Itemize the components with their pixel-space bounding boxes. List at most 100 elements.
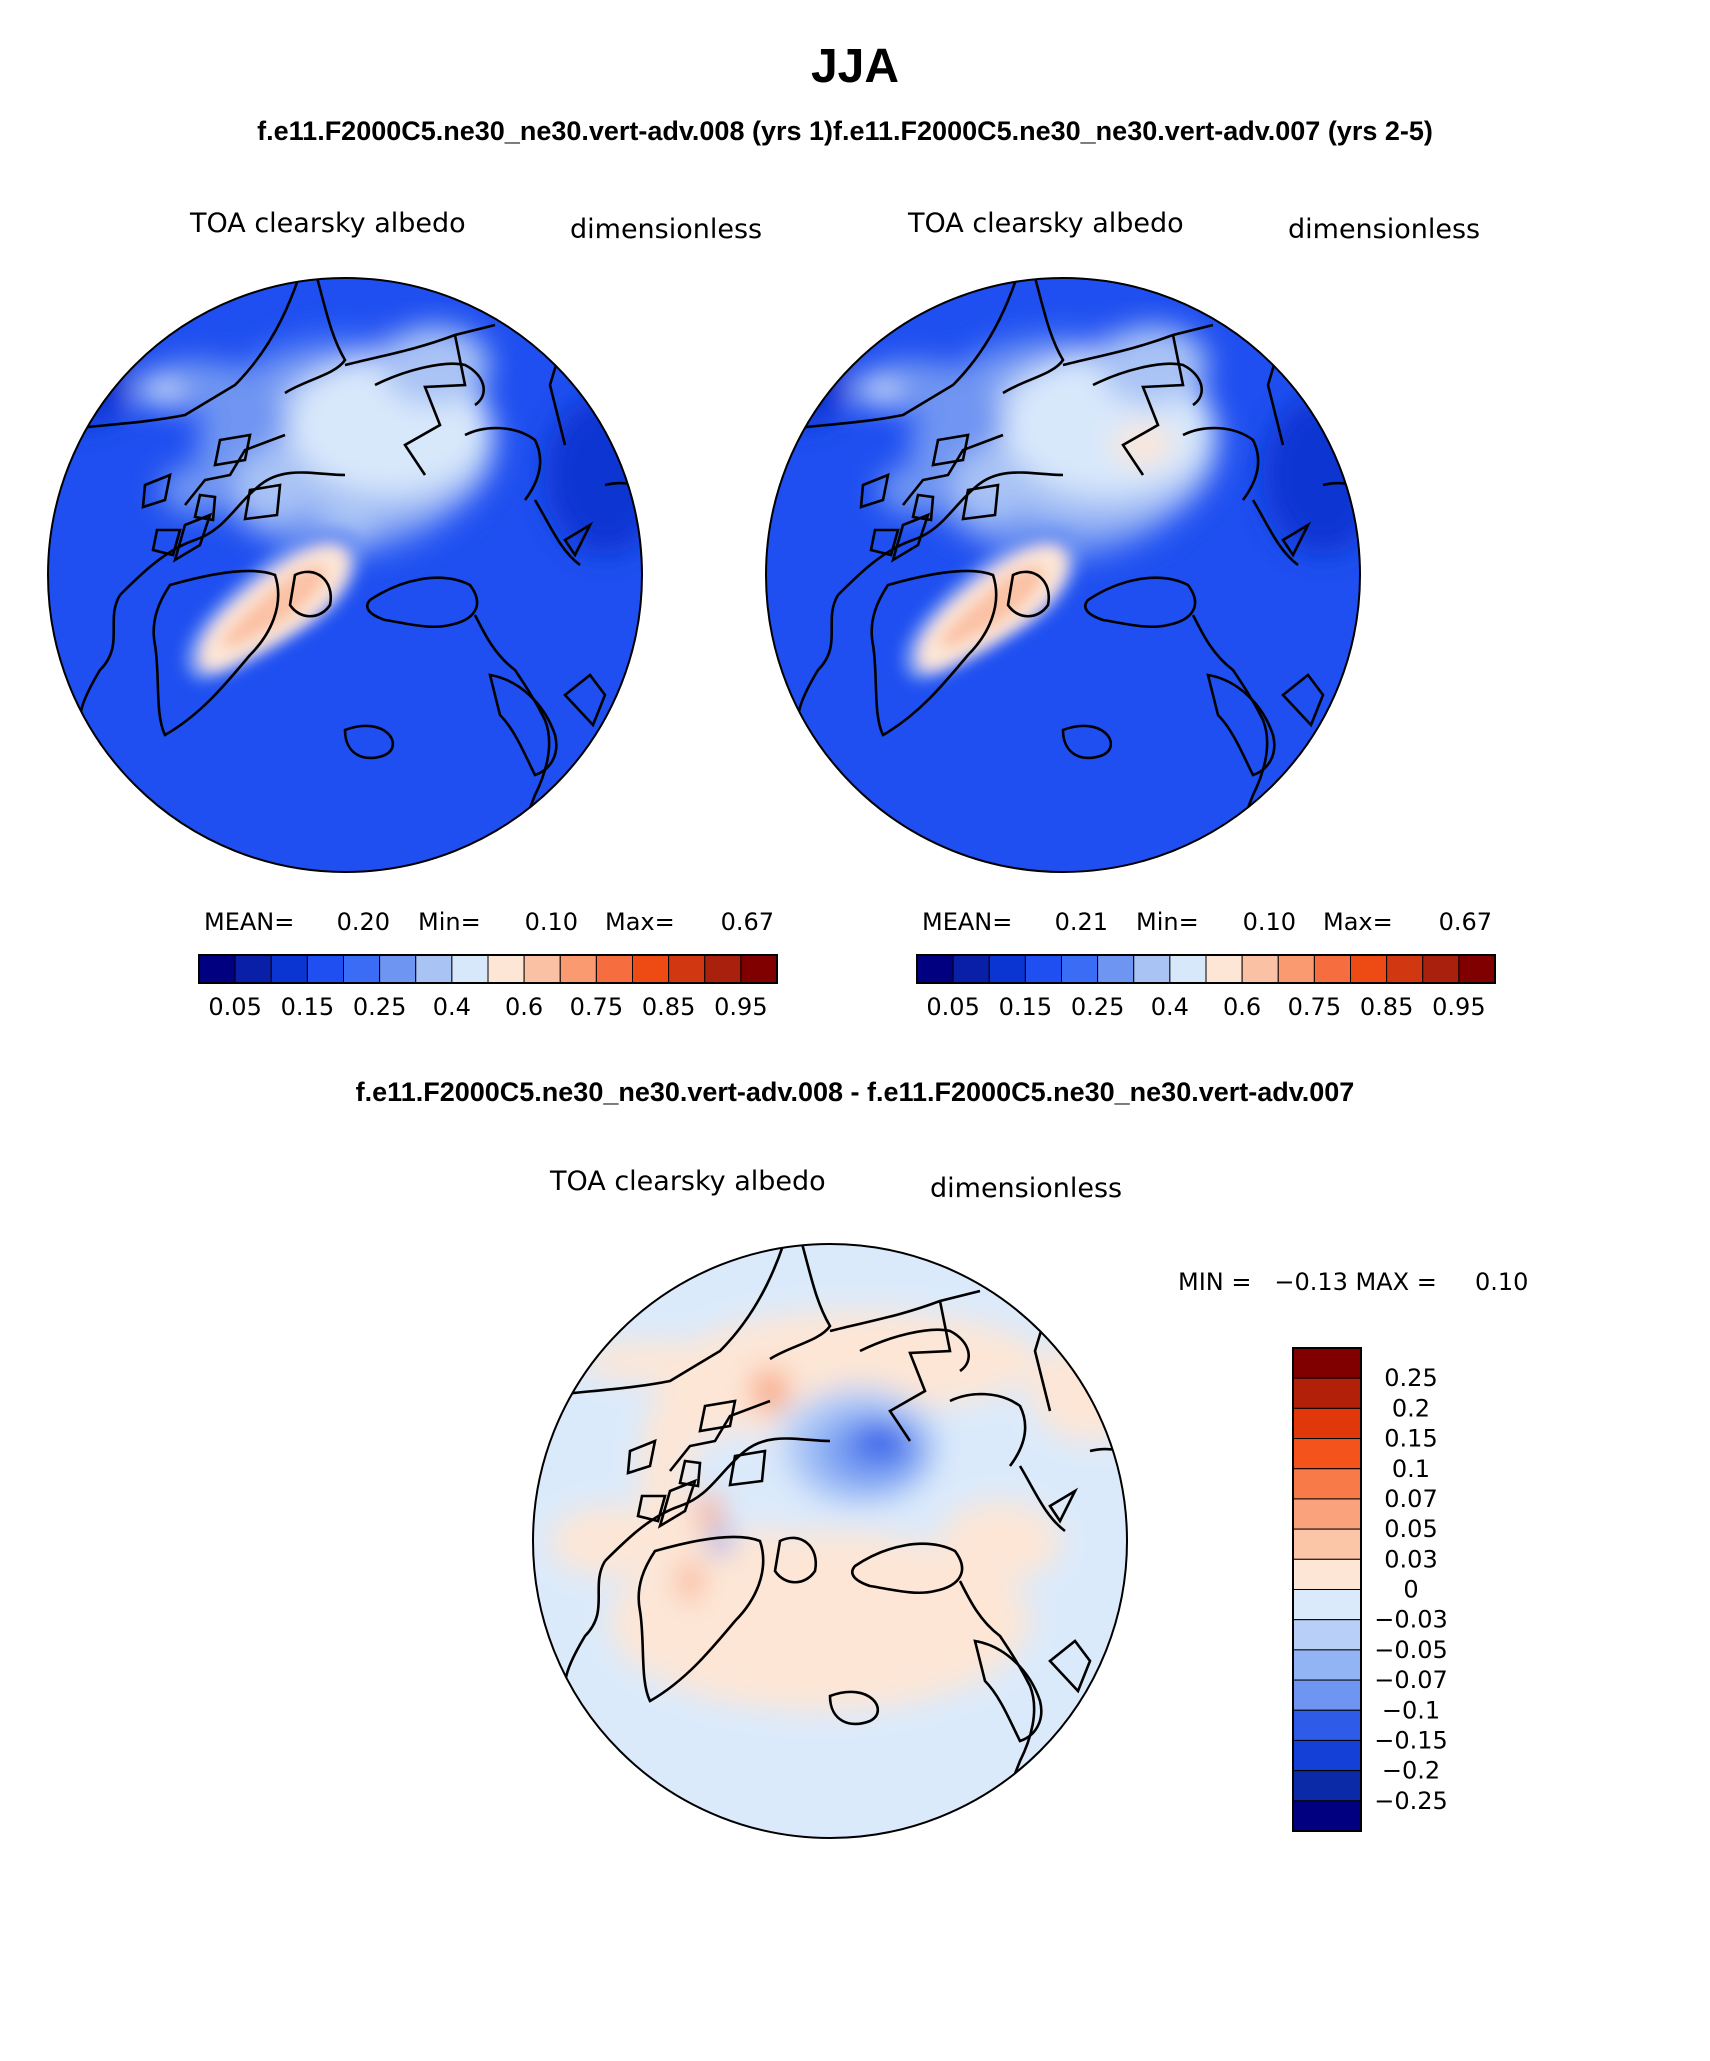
panel-c-colorbar-tick-label: −0.2 (1382, 1757, 1440, 1785)
panel-a-min: 0.10 (525, 908, 578, 936)
panel-b-colorbar-tick-label: 0.15 (999, 993, 1052, 1021)
panel-c-colorbar-swatch (1292, 1589, 1362, 1621)
panel-b-colorbar-swatch (1313, 954, 1351, 984)
panel-b-colorbar-swatch (916, 954, 954, 984)
panel-b-colorbar-swatch (1277, 954, 1315, 984)
panel-c-colorbar-swatch (1292, 1347, 1362, 1379)
panel-a-mean-label: MEAN= (204, 908, 294, 936)
panel-b-colorbar-swatch (1422, 954, 1460, 984)
panel-b-mean: 0.21 (1055, 908, 1108, 936)
panel-c-colorbar-tick-label: 0.03 (1384, 1545, 1437, 1573)
panel-b-colorbar-tick-label: 0.95 (1432, 993, 1485, 1021)
panel-c-colorbar-swatch (1292, 1558, 1362, 1590)
panel-b-colorbar-swatch (1169, 954, 1207, 984)
panel-c-colorbar-swatch (1292, 1377, 1362, 1409)
diff-header: f.e11.F2000C5.ne30_ne30.vert-adv.008 - f… (356, 1077, 1355, 1107)
panel-c-colorbar-swatch (1292, 1468, 1362, 1500)
panel-b-colorbar-swatch (1205, 954, 1243, 984)
panel-c-colorbar-tick-label: −0.07 (1374, 1666, 1448, 1694)
panel-a-stats: MEAN= 0.20 Min= 0.10 Max= 0.67 (204, 908, 774, 936)
panel-c-colorbar-swatch (1292, 1800, 1362, 1832)
panel-a-colorbar-swatch (415, 954, 453, 984)
panel-c-units: dimensionless (930, 1173, 1122, 1204)
panel-a-colorbar-tick-label: 0.95 (714, 993, 767, 1021)
panel-a-colorbar: 0.05 0.15 0.25 0.4 0.6 0.75 0.85 0.95 (198, 954, 778, 1021)
panel-b-colorbar: 0.05 0.15 0.25 0.4 0.6 0.75 0.85 0.95 (916, 954, 1496, 1021)
panel-a-colorbar-swatch (523, 954, 561, 984)
panel-c-colorbar-swatch (1292, 1649, 1362, 1681)
panel-a: TOA clearsky albedo dimensionless (47, 208, 778, 1021)
panel-c-colorbar-swatch (1292, 1407, 1362, 1440)
panel-c-colorbar-tick-label: 0.25 (1384, 1364, 1437, 1392)
panel-c-colorbar-tick-label: 0.07 (1384, 1485, 1437, 1513)
panel-c-colorbar-swatch (1292, 1528, 1362, 1560)
panel-c-colorbar-swatch (1292, 1498, 1362, 1530)
panel-a-colorbar-swatch (270, 954, 308, 984)
panel-a-colorbar-swatch (740, 954, 778, 984)
panel-a-colorbar-tick-label: 0.25 (353, 993, 406, 1021)
panel-c-colorbar-swatch (1292, 1709, 1362, 1741)
panel-b-colorbar-tick-label: 0.85 (1360, 993, 1413, 1021)
panel-c-colorbar-tick-label: 0.1 (1392, 1455, 1430, 1483)
panel-b-max: 0.67 (1439, 908, 1492, 936)
panel-a-colorbar-swatch (559, 954, 597, 984)
panel-a-colorbar-swatch (343, 954, 381, 984)
panel-a-colorbar-swatch (487, 954, 525, 984)
panel-a-colorbar-swatch (451, 954, 489, 984)
panel-b-units: dimensionless (1288, 214, 1480, 245)
panel-b-colorbar-swatch (1458, 954, 1496, 984)
panel-a-max-label: Max= (605, 908, 675, 936)
panel-a-colorbar-swatch (306, 954, 344, 984)
panel-a-colorbar-swatch (234, 954, 272, 984)
panel-a-colorbar-swatch (704, 954, 742, 984)
panel-a-units: dimensionless (570, 214, 762, 245)
panel-a-colorbar-tick-label: 0.75 (570, 993, 623, 1021)
page-title: JJA (811, 40, 899, 93)
panel-a-colorbar-swatch (632, 954, 670, 984)
panel-c-colorbar-tick-label: −0.1 (1382, 1696, 1440, 1724)
panel-a-max: 0.67 (721, 908, 774, 936)
panel-b-map (766, 278, 1360, 872)
panel-c-colorbar-swatch (1292, 1619, 1362, 1651)
panel-c-minmax: MIN = −0.13 MAX = 0.10 (1178, 1268, 1528, 1296)
panel-b-min: 0.10 (1243, 908, 1296, 936)
panel-b-colorbar-swatch (1061, 954, 1099, 984)
panel-a-colorbar-tick-label: 0.05 (208, 993, 261, 1021)
panel-c-colorbar-swatch (1292, 1679, 1362, 1711)
panel-b-colorbar-tick-label: 0.4 (1151, 993, 1189, 1021)
panel-c-colorbar-tick-label: −0.25 (1374, 1787, 1448, 1815)
panel-b-colorbar-swatch (988, 954, 1026, 984)
top-header-left: f.e11.F2000C5.ne30_ne30.vert-adv.008 (yr… (257, 116, 833, 146)
panel-a-colorbar-swatch (595, 954, 633, 984)
panel-a-colorbar-tick-label: 0.15 (281, 993, 334, 1021)
panel-c-title: TOA clearsky albedo (549, 1166, 826, 1197)
panel-b-min-label: Min= (1136, 908, 1199, 936)
panel-b-mean-label: MEAN= (922, 908, 1012, 936)
panel-b-colorbar-tick-label: 0.6 (1223, 993, 1261, 1021)
panel-c-colorbar-swatch (1292, 1438, 1362, 1470)
panel-b-colorbar-swatch (1097, 954, 1135, 984)
panel-c-colorbar-tick-label: −0.03 (1374, 1606, 1448, 1634)
panel-b-colorbar-swatch (1386, 954, 1424, 984)
panel-c: TOA clearsky albedo dimensionless (532, 1166, 1528, 1839)
panel-c-map (533, 1244, 1127, 1838)
panel-a-map (48, 278, 642, 872)
panel-b-colorbar-swatch (1024, 954, 1062, 984)
panel-b-max-label: Max= (1323, 908, 1393, 936)
panel-b: TOA clearsky albedo dimensionless (765, 208, 1496, 1021)
panel-a-min-label: Min= (418, 908, 481, 936)
panel-b-colorbar-tick-label: 0.75 (1288, 993, 1341, 1021)
panel-a-colorbar-swatch (379, 954, 417, 984)
panel-b-stats: MEAN= 0.21 Min= 0.10 Max= 0.67 (922, 908, 1492, 936)
panel-a-colorbar-tick-label: 0.4 (433, 993, 471, 1021)
panel-a-colorbar-tick-label: 0.85 (642, 993, 695, 1021)
panel-a-colorbar-swatch (198, 954, 236, 984)
panel-c-colorbar-tick-label: −0.05 (1374, 1636, 1448, 1664)
panel-c-colorbar-tick-label: −0.15 (1374, 1726, 1448, 1754)
panel-c-colorbar-tick-label: 0.2 (1392, 1394, 1430, 1422)
panel-b-colorbar-swatch (1350, 954, 1388, 984)
top-header-right: f.e11.F2000C5.ne30_ne30.vert-adv.007 (yr… (833, 116, 1433, 146)
panel-a-colorbar-swatch (668, 954, 706, 984)
panel-c-colorbar: 0.250.20.150.10.070.050.030−0.03−0.05−0.… (1292, 1347, 1448, 1832)
